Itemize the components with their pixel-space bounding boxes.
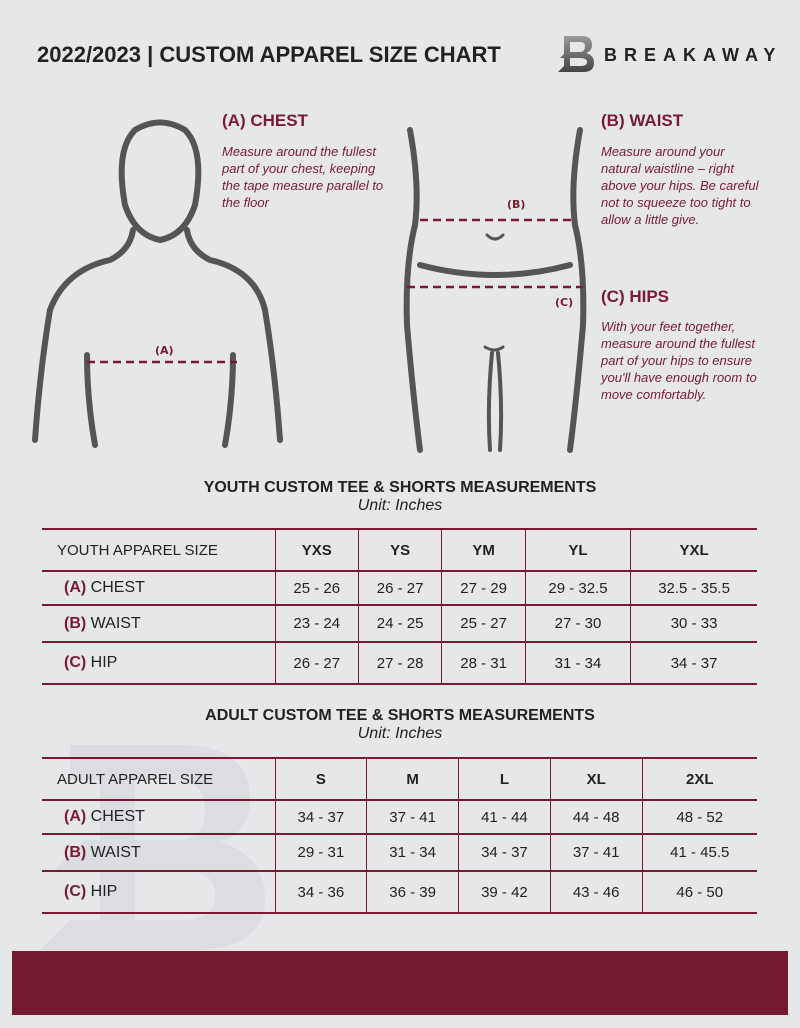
table-row: (C) HIP 26 - 27 27 - 28 28 - 31 31 - 34 34 - … <box>42 641 757 685</box>
measurement-label: (C) HIP <box>42 870 275 914</box>
adult-size-table: ADULT APPAREL SIZE S M L XL 2XL (A) CHEST 34 - … <box>42 757 757 914</box>
footer-band <box>12 951 788 1015</box>
measurement-label: (A) CHEST <box>42 799 275 835</box>
measurement-value: 34 - 37 <box>458 833 551 872</box>
adult-title: ADULT CUSTOM TEE & SHORTS MEASUREMENTS <box>205 707 595 724</box>
measurement-value: 27 - 29 <box>441 570 526 606</box>
size-header-label: YOUTH APPAREL SIZE <box>42 528 275 572</box>
size-column-header: YXL <box>630 528 757 572</box>
youth-unit: Unit: Inches <box>357 497 443 514</box>
measurement-value: 43 - 46 <box>549 870 643 914</box>
measurement-value: 44 - 48 <box>549 799 643 835</box>
measurement-value: 31 - 34 <box>366 833 459 872</box>
measurement-label: (B) WAIST <box>42 604 275 643</box>
size-column-header: S <box>274 757 367 801</box>
measurement-value: 34 - 37 <box>274 799 367 835</box>
measurement-value: 37 - 41 <box>549 833 643 872</box>
measurement-letter: (C) <box>64 883 87 900</box>
table-header-row: ADULT APPAREL SIZE S M L XL 2XL <box>42 757 757 801</box>
measurement-value: 41 - 44 <box>458 799 551 835</box>
chest-marker: (A) <box>155 344 174 357</box>
measurement-value: 26 - 27 <box>357 570 442 606</box>
chest-description: Measure around the fullest part of your … <box>222 144 384 210</box>
measurement-value: 27 - 28 <box>357 641 442 685</box>
measurement-value: 28 - 31 <box>441 641 526 685</box>
measurement-value: 39 - 42 <box>458 870 551 914</box>
youth-title: YOUTH CUSTOM TEE & SHORTS MEASUREMENTS <box>203 479 597 496</box>
measurement-label: (C) HIP <box>42 641 275 685</box>
measurement-value: 34 - 36 <box>274 870 367 914</box>
size-column-header: L <box>458 757 551 801</box>
youth-size-table: YOUTH APPAREL SIZE YXS YS YM YL YXL (A) CHEST 2… <box>42 528 757 685</box>
size-column-header: YL <box>524 528 631 572</box>
measurement-name: WAIST <box>90 614 141 632</box>
youth-section-heading: YOUTH CUSTOM TEE & SHORTS MEASUREMENTS U… <box>0 479 800 515</box>
table-row: (A) CHEST 25 - 26 26 - 27 27 - 29 29 - 32.5 3… <box>42 570 757 606</box>
measurement-letter: (B) <box>64 614 87 632</box>
table-row: (A) CHEST 34 - 37 37 - 41 41 - 44 44 - 48 48 … <box>42 799 757 835</box>
table-row: (B) WAIST 23 - 24 24 - 25 25 - 27 27 - 30 30 … <box>42 604 757 643</box>
measurement-letter: (C) <box>64 654 87 671</box>
measurement-value: 31 - 34 <box>524 641 631 685</box>
page-title: 2022/2023 | CUSTOM APPAREL SIZE CHART <box>37 42 501 67</box>
measurement-letter: (A) <box>64 579 87 596</box>
breakaway-logo-icon <box>558 36 594 72</box>
measurement-value: 34 - 37 <box>630 641 757 685</box>
hips-description: With your feet together, measure around … <box>601 319 757 402</box>
measurement-value: 37 - 41 <box>366 799 459 835</box>
hips-heading: (C) HIPS <box>601 287 669 306</box>
measurement-name: HIP <box>90 883 118 900</box>
waist-description: Measure around your natural waistline – … <box>601 144 759 227</box>
measurement-name: WAIST <box>90 843 141 861</box>
measurement-label: (B) WAIST <box>42 833 275 872</box>
table-row: (B) WAIST 29 - 31 31 - 34 34 - 37 37 - 41 41 … <box>42 833 757 872</box>
size-header-label: ADULT APPAREL SIZE <box>42 757 275 801</box>
upper-body-figure <box>32 119 283 448</box>
waist-heading: (B) WAIST <box>601 111 684 130</box>
measurement-value: 25 - 26 <box>274 570 359 606</box>
measurement-value: 25 - 27 <box>441 604 526 643</box>
measurement-value: 27 - 30 <box>524 604 631 643</box>
measurement-value: 32.5 - 35.5 <box>630 570 757 606</box>
measurement-value: 41 - 45.5 <box>641 833 757 872</box>
measurement-value: 46 - 50 <box>641 870 757 914</box>
measurement-value: 29 - 32.5 <box>524 570 631 606</box>
size-column-header: XL <box>549 757 643 801</box>
measurement-value: 30 - 33 <box>630 604 757 643</box>
measurement-value: 23 - 24 <box>274 604 359 643</box>
table-header-row: YOUTH APPAREL SIZE YXS YS YM YL YXL <box>42 528 757 572</box>
size-column-header: YXS <box>274 528 359 572</box>
measurement-name: HIP <box>90 654 118 671</box>
measurement-value: 29 - 31 <box>274 833 367 872</box>
measurement-letter: (A) <box>64 808 87 825</box>
lower-body-figure <box>403 127 587 453</box>
adult-unit: Unit: Inches <box>357 725 443 742</box>
size-column-header: M <box>366 757 459 801</box>
measurement-value: 26 - 27 <box>274 641 359 685</box>
measurement-value: 36 - 39 <box>366 870 459 914</box>
chest-heading: (A) CHEST <box>222 111 308 130</box>
table-row: (C) HIP 34 - 36 36 - 39 39 - 42 43 - 46 46 - … <box>42 870 757 914</box>
waist-marker: (B) <box>507 198 526 211</box>
size-column-header: YS <box>357 528 442 572</box>
size-column-header: YM <box>441 528 526 572</box>
measurement-value: 24 - 25 <box>357 604 442 643</box>
measurement-value: 48 - 52 <box>641 799 757 835</box>
adult-section-heading: ADULT CUSTOM TEE & SHORTS MEASUREMENTS U… <box>0 707 800 743</box>
measurement-name: CHEST <box>90 579 145 596</box>
size-column-header: 2XL <box>641 757 757 801</box>
brand-name: BREAKAWAY <box>604 45 783 65</box>
hips-marker: (C) <box>555 296 574 309</box>
measurement-letter: (B) <box>64 843 87 861</box>
measurement-name: CHEST <box>90 808 145 825</box>
measurement-label: (A) CHEST <box>42 570 275 606</box>
